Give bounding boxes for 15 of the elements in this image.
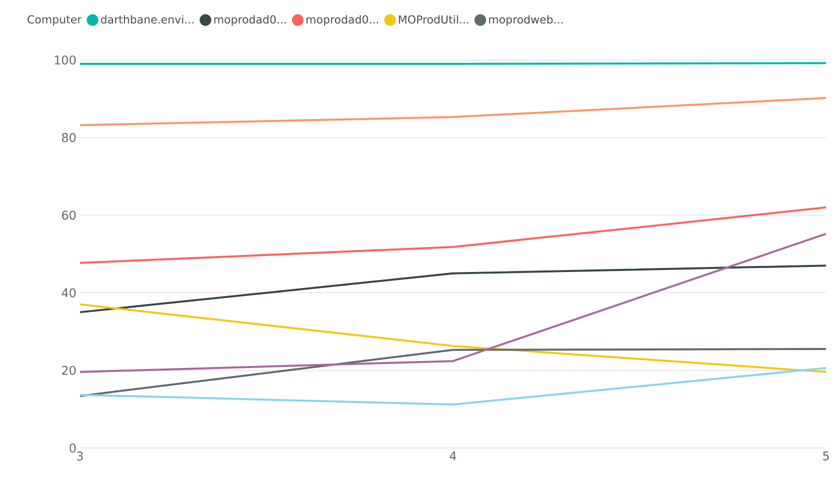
legend-label: moprodad0... (306, 15, 378, 26)
x-tick-label: 4 (450, 452, 456, 460)
y-tick-label: 60 (62, 210, 76, 220)
y-tick-label: 20 (62, 366, 76, 375)
legend-label: darthbane.envi... (100, 15, 194, 24)
y-tick-label: 80 (62, 133, 76, 142)
legend-title: Computer (28, 15, 82, 26)
y-tick-label: 0 (70, 443, 76, 453)
x-tick-label: 5 (823, 452, 829, 460)
legend-label: moprodweb... (489, 15, 563, 26)
legend-label: MOProdUtil... (399, 15, 468, 24)
y-tick-label: 40 (62, 288, 76, 298)
legend-label: moprodad0... (214, 15, 286, 26)
y-tick-label: 100 (54, 55, 76, 65)
x-tick-label: 3 (77, 452, 83, 461)
